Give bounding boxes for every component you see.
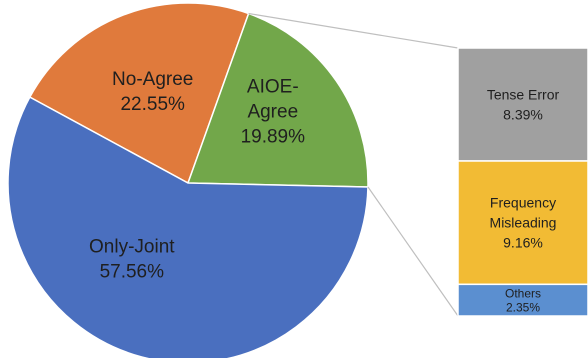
pie-slice-only-joint [7, 96, 369, 358]
pie-slice-no-agree [28, 2, 250, 185]
pie [7, 2, 369, 358]
pie-labels: No-Agree 22.55% AIOE-Agree 19.89% Only-Joint… [89, 69, 305, 282]
bar-label-tense-error: Tense Error 8.39% [487, 86, 560, 122]
breakdown-bar [457, 47, 588, 317]
bar-labels: Tense Error 8.39% Frequency Misleading 9.16%… [487, 86, 560, 314]
pie-label-aioe-agree: AIOE-Agree 19.89% [241, 77, 306, 148]
connector-lines [248, 12, 459, 317]
pie-label-no-agree: No-Agree 22.55% [112, 69, 193, 115]
bar-segment-others [457, 283, 588, 317]
bar-segment-tense-error [457, 47, 588, 162]
connector-line-top [248, 12, 459, 49]
pie-label-only-joint: Only-Joint 57.56% [89, 236, 175, 282]
bar-segment-frequency-misleading [457, 160, 588, 286]
connector-line-bottom [367, 186, 459, 317]
bar-label-frequency-misleading: Frequency Misleading 9.16% [490, 195, 557, 251]
bar-label-others: Others 2.35% [505, 286, 541, 314]
pie-slice-aioe-agree [186, 12, 369, 188]
